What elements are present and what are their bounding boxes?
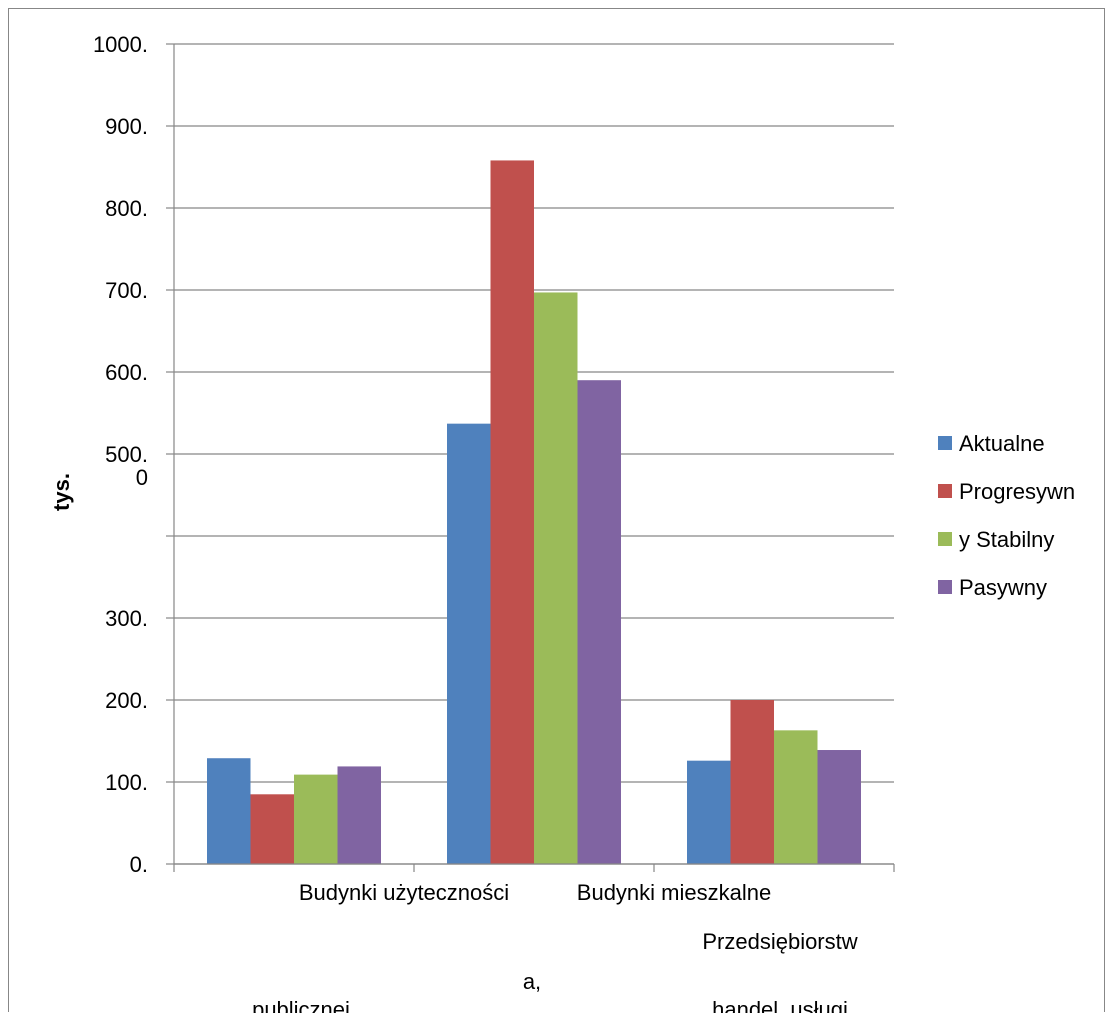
legend-swatch [938,484,952,498]
category-label: a, [523,969,541,994]
y-tick-label: 0. [130,852,148,877]
bar-chart: 0. 100. 200. 300. 500.0 600. 700. 800. 900. 1000.… [49,32,1075,1013]
y-tick-label: 1000. [93,32,148,57]
legend-swatch [938,580,952,594]
bar [250,794,294,864]
category-label: Przedsiębiorstw [702,929,857,954]
y-tick-label: 100. [105,770,148,795]
bar [447,423,491,864]
bar [687,760,731,864]
bar [730,700,774,864]
bar [207,758,251,864]
bar [337,766,381,864]
y-axis-title: tys. [49,473,74,511]
y-tick-label: 800. [105,196,148,221]
bar [490,160,534,864]
legend-label: Aktualne [959,431,1045,456]
y-tick-label: 600. [105,360,148,385]
y-tick-label: 0 [136,465,148,490]
y-tick-label: 200. [105,688,148,713]
chart-frame: 0. 100. 200. 300. 500. 0 600. 700. 800. 900. 1000.… [8,8,1105,1013]
bar [774,730,818,864]
legend-swatch [938,436,952,450]
bar [577,380,621,864]
category-label: publicznej [252,997,350,1013]
legend-swatch [938,532,952,546]
legend-label: Progresywn [959,479,1075,504]
bar [817,750,861,864]
y-tick-label: 700. [105,278,148,303]
legend-label: Pasywny [959,575,1047,600]
y-tick-label: 900. [105,114,148,139]
category-label: Budynki mieszkalne [577,880,771,905]
bar [294,774,338,864]
category-label: handel, usługi [712,997,848,1013]
bar [534,292,578,865]
y-tick-label: 300. [105,606,148,631]
category-label: Budynki użyteczności [299,880,509,905]
y-tick-label: 500. [105,442,148,467]
legend-label: y Stabilny [959,527,1054,552]
